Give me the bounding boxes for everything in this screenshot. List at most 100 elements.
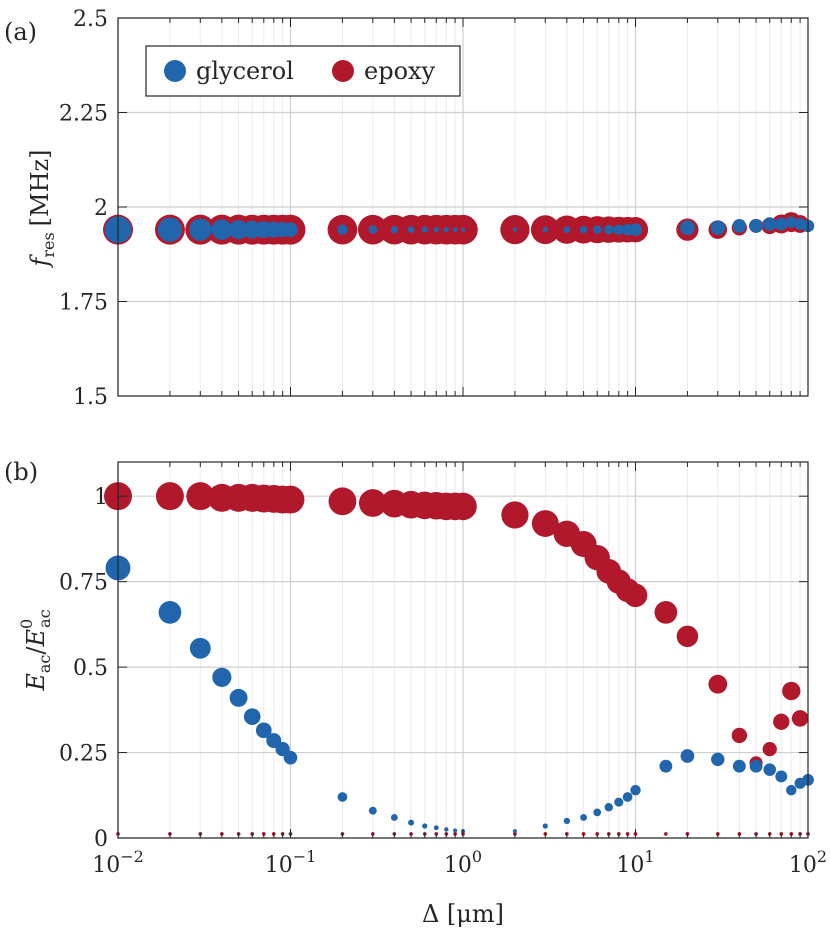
marker-glycerol-b	[542, 823, 548, 829]
panel-b-label: (b)	[4, 458, 38, 486]
marker-glycerol-b	[580, 814, 588, 821]
panel-a-marks	[103, 212, 815, 245]
xtick-base: 10	[265, 853, 293, 878]
marker-glycerol-a	[732, 219, 747, 233]
marker-glycerol-b	[630, 784, 641, 796]
marker-glycerol-a	[443, 227, 449, 233]
marker-glycerol-a	[512, 227, 518, 232]
marker-glycerol-a	[407, 226, 415, 234]
marker-glycerol-a	[680, 220, 695, 236]
xtick-base: 10	[616, 853, 644, 878]
marker-glycerol-a	[337, 224, 348, 235]
panel-b-ylabel-main: E	[22, 673, 50, 692]
marker-glycerol-a	[460, 227, 466, 232]
marker-glycerol-b	[255, 722, 272, 739]
marker-glycerol-b	[763, 763, 776, 776]
marker-glycerol-b	[593, 808, 602, 817]
marker-epoxy-b	[276, 485, 305, 514]
marker-glycerol-b	[433, 825, 439, 831]
marker-glycerol-b	[368, 806, 377, 815]
marker-glycerol-b	[444, 827, 449, 832]
b-ytick-label: 0	[94, 827, 108, 852]
xtick-label: 101	[616, 847, 654, 878]
marker-epoxy-b	[155, 482, 184, 511]
marker-epoxy-b	[186, 482, 215, 511]
marker-glycerol-b	[189, 637, 211, 659]
panel-b-ylabel-den-sub: ac	[35, 609, 54, 628]
legend-label-epoxy: epoxy	[364, 57, 436, 85]
marker-glycerol-a	[390, 226, 399, 234]
panel-a-label: (a)	[4, 18, 37, 46]
panel-b-ylabel-den: E	[22, 629, 50, 648]
marker-glycerol-a	[749, 219, 763, 233]
marker-glycerol-b	[243, 708, 261, 725]
marker-glycerol-b	[604, 803, 613, 812]
legend-marker-epoxy	[332, 60, 354, 82]
marker-epoxy-b	[762, 741, 777, 757]
marker-epoxy-b	[731, 727, 748, 744]
marker-glycerol-b	[614, 797, 624, 807]
marker-glycerol-b	[711, 752, 725, 767]
marker-glycerol-a	[433, 227, 439, 233]
marker-glycerol-b	[732, 759, 746, 773]
marker-glycerol-a	[452, 227, 458, 233]
marker-glycerol-b	[749, 759, 763, 773]
panel-b-ylabel-den-sup: 0	[17, 619, 36, 629]
marker-glycerol-a	[563, 226, 571, 234]
xtick-base: 10	[444, 853, 472, 878]
panel-b-ylabel-sub: ac	[35, 655, 54, 674]
marker-glycerol-a	[785, 216, 797, 228]
marker-glycerol-b	[212, 667, 232, 687]
marker-glycerol-b	[680, 749, 695, 763]
marker-glycerol-b	[283, 750, 298, 765]
marker-glycerol-b	[512, 829, 517, 834]
marker-glycerol-a	[542, 226, 549, 233]
xtick-exp: −1	[293, 847, 317, 866]
legend: glycerol epoxy	[145, 45, 461, 97]
b-ytick-label: 1	[94, 485, 108, 510]
panel-a-ylabel-unit: [MHz]	[26, 149, 54, 226]
marker-glycerol-a	[157, 217, 183, 242]
xtick-base: 10	[789, 853, 817, 878]
marker-glycerol-b	[786, 784, 797, 796]
xtick-label: 10−1	[265, 847, 317, 878]
marker-glycerol-b	[158, 601, 182, 624]
marker-epoxy-b	[623, 583, 648, 608]
a-ytick-label: 1.5	[73, 385, 108, 410]
marker-glycerol-b	[659, 759, 673, 773]
marker-epoxy-b	[328, 487, 357, 516]
b-ytick-label: 0.25	[59, 742, 108, 767]
marker-glycerol-a	[763, 217, 777, 231]
baseline-dot-epoxy	[664, 832, 668, 836]
marker-glycerol-a	[211, 219, 233, 240]
marker-glycerol-a	[613, 224, 624, 235]
panel-b-ylabel-slash: /	[22, 646, 50, 655]
marker-glycerol-a	[189, 218, 212, 241]
marker-glycerol-b	[408, 819, 415, 826]
marker-glycerol-b	[337, 792, 348, 802]
marker-glycerol-b	[422, 823, 428, 829]
marker-glycerol-a	[283, 222, 298, 238]
x-axis-label: Δ [μm]	[422, 900, 504, 928]
marker-epoxy-b	[676, 625, 699, 648]
marker-glycerol-a	[228, 220, 249, 240]
marker-glycerol-a	[368, 225, 378, 234]
legend-marker-glycerol	[164, 60, 186, 82]
legend-box	[145, 45, 461, 97]
marker-epoxy-b	[791, 710, 809, 727]
xtick-exp: 1	[644, 847, 654, 866]
panel-a-ylabel-sub: res	[39, 232, 58, 257]
panel-a-ylabel: fres[MHz]	[26, 149, 58, 268]
marker-glycerol-a	[629, 223, 642, 237]
marker-epoxy-b	[773, 713, 790, 730]
marker-glycerol-b	[775, 770, 788, 783]
panel-a-ticks: 1.5 1.75 2 2.25 2.5	[59, 7, 808, 410]
marker-glycerol-b	[622, 792, 633, 802]
panel-b-ylabel: Eac/E0ac	[17, 609, 54, 691]
marker-glycerol-b	[563, 817, 570, 825]
